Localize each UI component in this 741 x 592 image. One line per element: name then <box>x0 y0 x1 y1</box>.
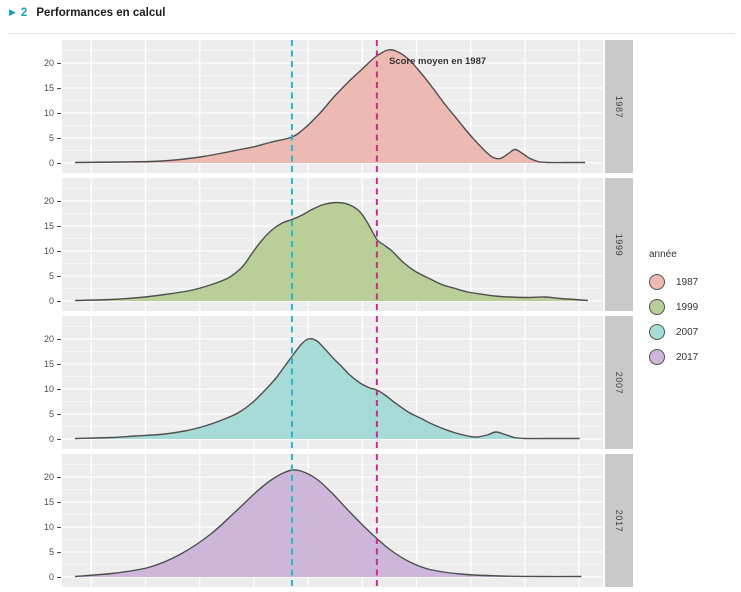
y-tick-mark <box>57 414 61 415</box>
section-title: Performances en calcul <box>36 7 166 19</box>
density-panel-1999 <box>62 178 603 311</box>
y-tick-mark <box>57 502 61 503</box>
y-tick-label-15: 15 <box>43 220 54 231</box>
legend-label-1987: 1987 <box>676 276 699 288</box>
y-tick-label-20: 20 <box>43 57 54 68</box>
density-outline-1999 <box>74 201 588 302</box>
legend-entry-1987: 1987 <box>649 274 698 290</box>
facet-strip-label-2007: 2007 <box>613 371 624 394</box>
density-area-1999 <box>75 202 588 301</box>
section-number: 2 <box>20 7 28 19</box>
density-outline-1987 <box>74 49 586 164</box>
legend-label-2007: 2007 <box>676 326 699 338</box>
y-tick-mark <box>57 577 61 578</box>
density-outline-2007 <box>74 338 580 440</box>
facet-strip-1999: 1999 <box>605 178 633 311</box>
y-tick-mark <box>57 552 61 553</box>
y-tick-label-15: 15 <box>43 82 54 93</box>
y-tick-label-10: 10 <box>43 521 54 532</box>
y-tick-mark <box>57 113 61 114</box>
density-panel-2017 <box>62 454 603 587</box>
legend-entries: 1987 1999 2007 2017 <box>649 274 698 365</box>
legend-title: année <box>649 249 677 260</box>
y-tick-label-5: 5 <box>48 408 54 419</box>
y-tick-mark <box>57 138 61 139</box>
y-tick-label-15: 15 <box>43 358 54 369</box>
density-panel-1987 <box>62 40 603 173</box>
y-tick-label-20: 20 <box>43 333 54 344</box>
y-tick-label-5: 5 <box>48 132 54 143</box>
density-area-2017 <box>75 469 582 577</box>
density-svg-2007 <box>62 316 603 449</box>
facet-strip-2007: 2007 <box>605 316 633 449</box>
y-tick-label-10: 10 <box>43 383 54 394</box>
y-tick-mark <box>57 527 61 528</box>
y-tick-mark <box>57 276 61 277</box>
legend-entry-2007: 2007 <box>649 324 698 340</box>
y-tick-mark <box>57 439 61 440</box>
y-tick-label-20: 20 <box>43 195 54 206</box>
y-tick-mark <box>57 201 61 202</box>
y-tick-label-0: 0 <box>48 571 54 582</box>
y-tick-mark <box>57 63 61 64</box>
y-tick-mark <box>57 364 61 365</box>
mean-score-annotation: Score moyen en 1987 <box>389 56 487 67</box>
y-tick-label-0: 0 <box>48 295 54 306</box>
legend-label-2017: 2017 <box>676 351 699 363</box>
y-tick-mark <box>57 88 61 89</box>
legend-swatch-1999 <box>649 299 665 315</box>
y-tick-label-20: 20 <box>43 471 54 482</box>
density-svg-2017 <box>62 454 603 587</box>
legend-entry-1999: 1999 <box>649 299 698 315</box>
legend-entry-2017: 2017 <box>649 349 698 365</box>
y-tick-label-0: 0 <box>48 157 54 168</box>
density-area-1987 <box>75 49 586 163</box>
facet-strip-1987: 1987 <box>605 40 633 173</box>
y-tick-label-0: 0 <box>48 433 54 444</box>
y-tick-label-10: 10 <box>43 245 54 256</box>
y-tick-label-15: 15 <box>43 496 54 507</box>
y-tick-mark <box>57 251 61 252</box>
section-header[interactable]: ▶ 2 Performances en calcul <box>9 7 165 19</box>
density-panel-2007 <box>62 316 603 449</box>
facet-strip-label-2017: 2017 <box>613 509 624 532</box>
facet-strip-label-1999: 1999 <box>613 233 624 256</box>
legend-swatch-1987 <box>649 274 665 290</box>
density-svg-1987 <box>62 40 603 173</box>
legend: année 1987 1999 2007 2017 <box>649 249 698 374</box>
facet-strip-label-1987: 1987 <box>613 95 624 118</box>
density-area-2007 <box>75 338 580 439</box>
y-tick-mark <box>57 301 61 302</box>
y-tick-mark <box>57 389 61 390</box>
legend-swatch-2017 <box>649 349 665 365</box>
y-tick-mark <box>57 477 61 478</box>
section-divider <box>8 33 735 34</box>
density-facet-chart: Score moyen en 1987 année 1987 1999 2007 20… <box>43 40 698 587</box>
legend-swatch-2007 <box>649 324 665 340</box>
y-tick-mark <box>57 163 61 164</box>
facet-strip-2017: 2017 <box>605 454 633 587</box>
y-tick-label-10: 10 <box>43 107 54 118</box>
y-tick-mark <box>57 226 61 227</box>
y-tick-label-5: 5 <box>48 546 54 557</box>
density-svg-1999 <box>62 178 603 311</box>
y-tick-label-5: 5 <box>48 270 54 281</box>
y-tick-mark <box>57 339 61 340</box>
legend-label-1999: 1999 <box>676 301 699 313</box>
collapse-triangle-icon: ▶ <box>9 7 16 17</box>
